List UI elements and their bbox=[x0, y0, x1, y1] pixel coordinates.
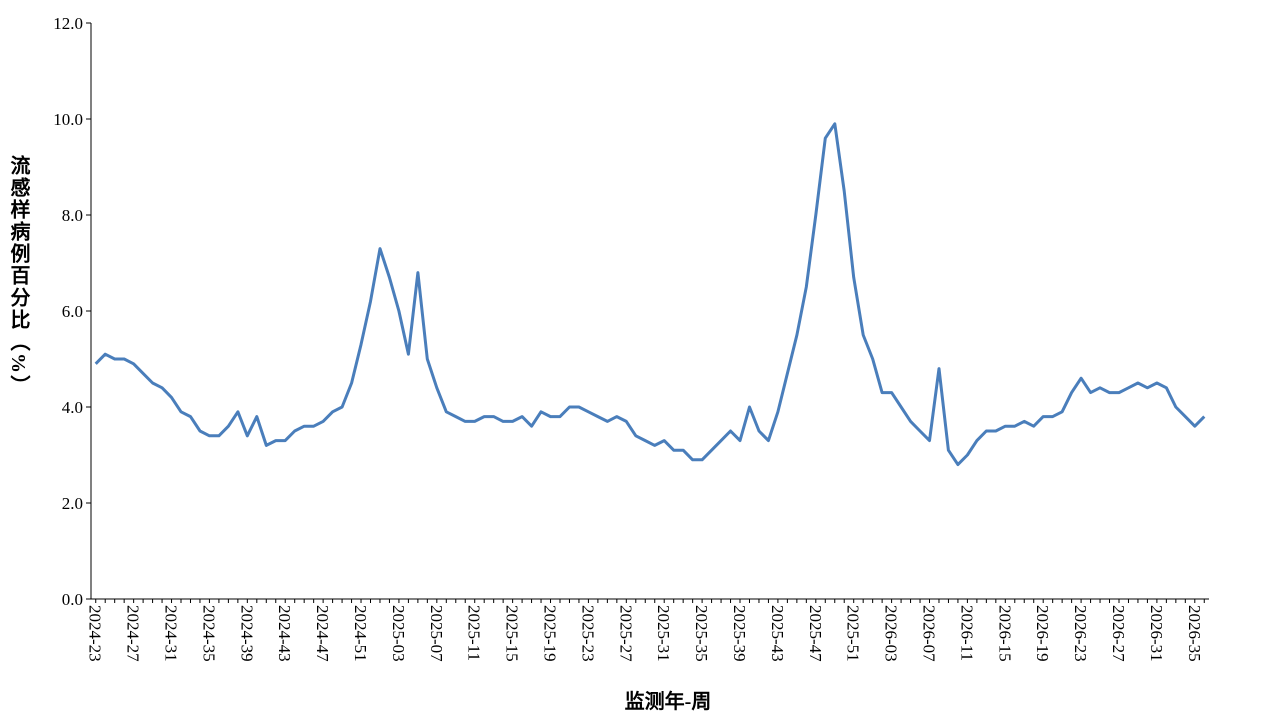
x-tick-label: 2025-15 bbox=[503, 605, 522, 662]
x-tick-label: 2024-27 bbox=[124, 605, 143, 662]
x-tick-label: 2024-31 bbox=[162, 605, 181, 662]
x-tick-label: 2025-11 bbox=[465, 605, 484, 661]
x-tick-label: 2024-23 bbox=[86, 605, 105, 662]
x-tick-label: 2025-27 bbox=[616, 605, 635, 662]
y-tick-label: 10.0 bbox=[53, 110, 83, 129]
x-tick-label: 2025-03 bbox=[389, 605, 408, 662]
y-tick-label: 12.0 bbox=[53, 14, 83, 33]
y-tick-label: 6.0 bbox=[62, 302, 83, 321]
x-tick-label: 2025-43 bbox=[768, 605, 787, 662]
x-tick-label: 2025-07 bbox=[427, 605, 446, 662]
x-tick-label: 2025-35 bbox=[692, 605, 711, 662]
x-tick-label: 2026-19 bbox=[1033, 605, 1052, 662]
x-tick-label: 2026-07 bbox=[920, 605, 939, 662]
x-tick-label: 2025-23 bbox=[578, 605, 597, 662]
x-tick-label: 2026-03 bbox=[882, 605, 901, 662]
y-tick-label: 0.0 bbox=[62, 590, 83, 609]
x-tick-label: 2026-31 bbox=[1147, 605, 1166, 662]
x-axis-label: 监测年-周 bbox=[625, 689, 712, 713]
x-tick-label: 2025-47 bbox=[806, 605, 825, 662]
x-tick-label: 2025-31 bbox=[654, 605, 673, 662]
y-tick-label: 2.0 bbox=[62, 494, 83, 513]
x-tick-label: 2026-23 bbox=[1071, 605, 1090, 662]
x-tick-label: 2026-11 bbox=[957, 605, 976, 661]
x-tick-label: 2026-27 bbox=[1109, 605, 1128, 662]
y-tick-label: 8.0 bbox=[62, 206, 83, 225]
x-tick-label: 2026-15 bbox=[995, 605, 1014, 662]
x-tick-label: 2024-43 bbox=[275, 605, 294, 662]
y-axis-label: 流感样病例百分比（%） bbox=[7, 154, 30, 397]
x-tick-label: 2025-51 bbox=[844, 605, 863, 662]
x-tick-label: 2024-39 bbox=[237, 605, 256, 662]
x-tick-label: 2024-47 bbox=[313, 605, 332, 662]
x-tick-label: 2024-35 bbox=[199, 605, 218, 662]
x-tick-label: 2026-35 bbox=[1185, 605, 1204, 662]
x-tick-label: 2024-51 bbox=[351, 605, 370, 662]
x-tick-label: 2025-39 bbox=[730, 605, 749, 662]
x-tick-label: 2025-19 bbox=[541, 605, 560, 662]
line-series bbox=[94, 122, 1206, 467]
y-tick-label: 4.0 bbox=[62, 398, 83, 417]
